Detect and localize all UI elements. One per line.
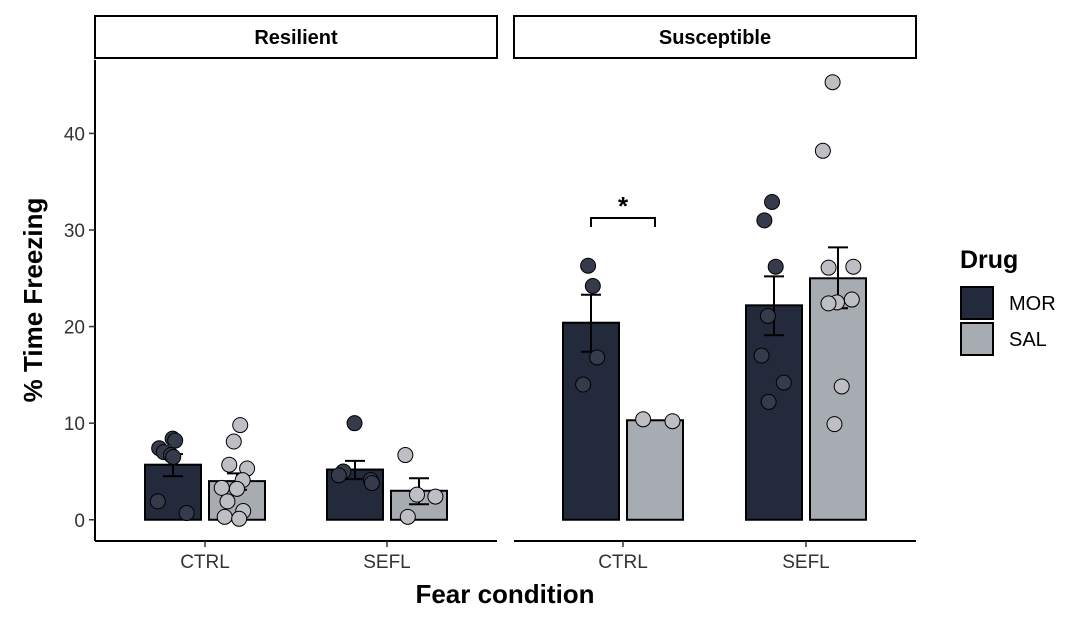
- data-point-sal: [397, 447, 414, 464]
- facet-strip-label: Susceptible: [659, 27, 771, 49]
- data-point-sal: [845, 258, 862, 275]
- data-point-sal: [216, 508, 233, 525]
- data-point-mor: [753, 347, 770, 364]
- bar-mor: [745, 304, 803, 521]
- y-axis: 0 10 20 30 40: [64, 60, 96, 541]
- data-point-sal: [232, 417, 249, 434]
- legend-label-sal: SAL: [1009, 329, 1047, 351]
- data-point-mor: [759, 307, 776, 324]
- data-point-mor: [764, 193, 781, 210]
- data-point-mor: [760, 393, 777, 410]
- facet-panel-susceptible: Susceptible CTRL SEFL *: [513, 15, 917, 573]
- data-point-mor: [363, 475, 380, 492]
- data-point-mor: [167, 432, 184, 449]
- data-point-sal: [824, 74, 841, 91]
- facet-strip: [94, 15, 498, 59]
- facet-strip: [513, 15, 917, 59]
- data-point-sal: [814, 142, 831, 159]
- data-point-mor: [178, 504, 195, 521]
- data-point-mor: [775, 374, 792, 391]
- x-tick-label: SEFL: [782, 552, 830, 573]
- data-point-sal: [219, 493, 236, 510]
- y-tick-label: 20: [64, 318, 85, 339]
- legend: Drug MOR SAL: [960, 246, 1056, 356]
- y-tick-label: 40: [64, 124, 85, 145]
- y-tick-label: 10: [64, 414, 85, 435]
- data-point-sal: [408, 486, 425, 503]
- data-point-mor: [767, 258, 784, 275]
- data-point-sal: [820, 259, 837, 276]
- data-point-mor: [149, 493, 166, 510]
- data-point-sal: [225, 433, 242, 450]
- data-point-sal: [820, 295, 837, 312]
- data-point-mor: [580, 257, 597, 274]
- data-point-sal: [399, 508, 416, 525]
- data-point-sal: [635, 411, 652, 428]
- facet-strip-label: Resilient: [254, 27, 338, 49]
- x-axis-title: Fear condition: [415, 579, 594, 609]
- data-point-sal: [843, 291, 860, 308]
- bar-sal: [626, 419, 684, 521]
- legend-key-mor: [960, 286, 994, 320]
- data-point-sal: [213, 479, 230, 496]
- x-tick-label: CTRL: [180, 552, 230, 573]
- data-point-mor: [584, 278, 601, 295]
- data-point-sal: [231, 510, 248, 527]
- data-point-sal: [228, 480, 245, 497]
- data-point-sal: [664, 413, 681, 430]
- x-tick-label: CTRL: [598, 552, 648, 573]
- legend-title: Drug: [960, 246, 1018, 274]
- legend-label-mor: MOR: [1009, 293, 1056, 315]
- data-point-sal: [427, 488, 444, 505]
- x-tick-label: SEFL: [363, 552, 411, 573]
- data-point-mor: [589, 349, 606, 366]
- data-point-sal: [221, 456, 238, 473]
- facet-panel-resilient: Resilient CTRL SEFL: [94, 15, 498, 573]
- bar-sal: [809, 277, 867, 521]
- data-point-sal: [826, 416, 843, 433]
- significance-bracket: [590, 217, 656, 227]
- data-point-mor: [756, 212, 773, 229]
- data-point-mor: [346, 415, 363, 432]
- data-point-mor: [330, 467, 347, 484]
- legend-key-sal: [960, 322, 994, 356]
- data-point-mor: [165, 448, 182, 465]
- y-tick-label: 0: [74, 511, 85, 532]
- data-point-sal: [833, 378, 850, 395]
- y-tick-label: 30: [64, 221, 85, 242]
- y-axis-title: % Time Freezing: [18, 198, 48, 403]
- data-point-mor: [575, 376, 592, 393]
- significance-label: *: [618, 191, 629, 221]
